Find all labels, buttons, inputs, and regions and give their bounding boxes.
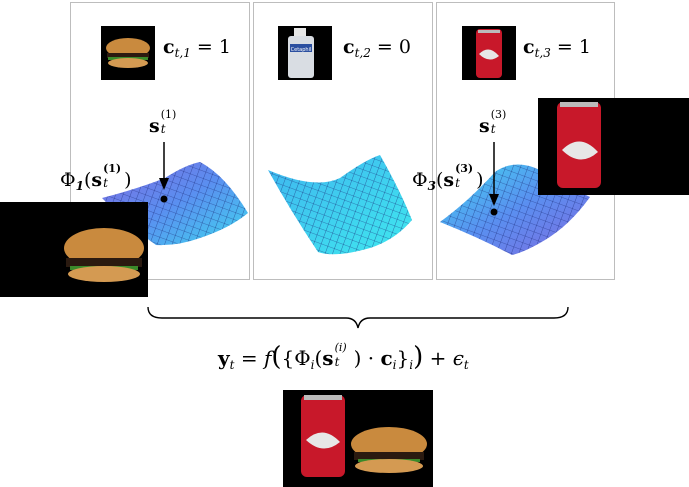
phi-label-1: Φ1(s (1) t) bbox=[60, 162, 132, 193]
burger-thumbnail bbox=[101, 26, 155, 80]
arrow-state-1 bbox=[159, 142, 169, 203]
brace bbox=[147, 306, 569, 329]
state-label-1: s (1) t bbox=[149, 108, 177, 137]
observation-equation: yt = f({Φi(s (i) t) · ci}i) + ϵt bbox=[218, 341, 469, 372]
can-image-large bbox=[538, 98, 689, 195]
indicator-label-2: ct,2 = 0 bbox=[343, 36, 411, 60]
can-thumbnail bbox=[462, 26, 516, 80]
state-label-3: s (3) t bbox=[479, 108, 507, 137]
svg-text:Cetaphil: Cetaphil bbox=[291, 47, 312, 53]
indicator-label-1: ct,1 = 1 bbox=[163, 36, 231, 60]
phi-label-3: Φ3(s (3) t) bbox=[412, 162, 484, 193]
burger-image-large bbox=[0, 202, 148, 297]
arrow-state-3 bbox=[489, 142, 499, 216]
bottle-thumbnail: Cetaphil bbox=[278, 26, 332, 80]
combined-scene-image bbox=[283, 390, 433, 487]
surface-phi-2 bbox=[268, 155, 412, 255]
indicator-label-3: ct,3 = 1 bbox=[523, 36, 591, 60]
